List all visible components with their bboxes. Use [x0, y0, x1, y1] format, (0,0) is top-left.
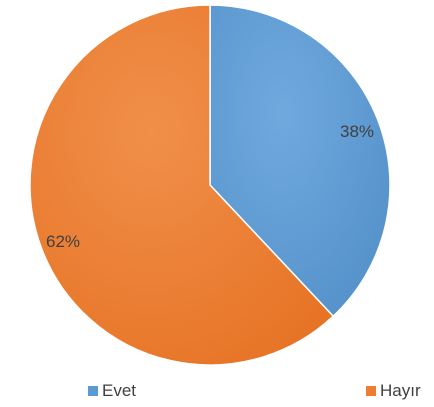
data-label-hayır: 62% — [46, 232, 80, 251]
legend-label-hayir: Hayır — [380, 381, 421, 400]
pie-slice-hayır — [29, 4, 335, 366]
pie-slice-evet — [209, 4, 391, 318]
legend-item-hayir: Hayır — [366, 381, 421, 401]
pie-chart: 38% 62% — [29, 4, 391, 366]
pie-slices — [29, 4, 391, 366]
pie-data-labels: 38% 62% — [46, 122, 374, 251]
legend-item-evet: Evet — [88, 381, 136, 401]
data-label-evet: 38% — [340, 122, 374, 141]
legend-swatch-hayir — [366, 386, 376, 396]
legend-swatch-evet — [88, 386, 98, 396]
legend: Evet Hayır — [0, 381, 434, 403]
legend-label-evet: Evet — [102, 381, 137, 400]
